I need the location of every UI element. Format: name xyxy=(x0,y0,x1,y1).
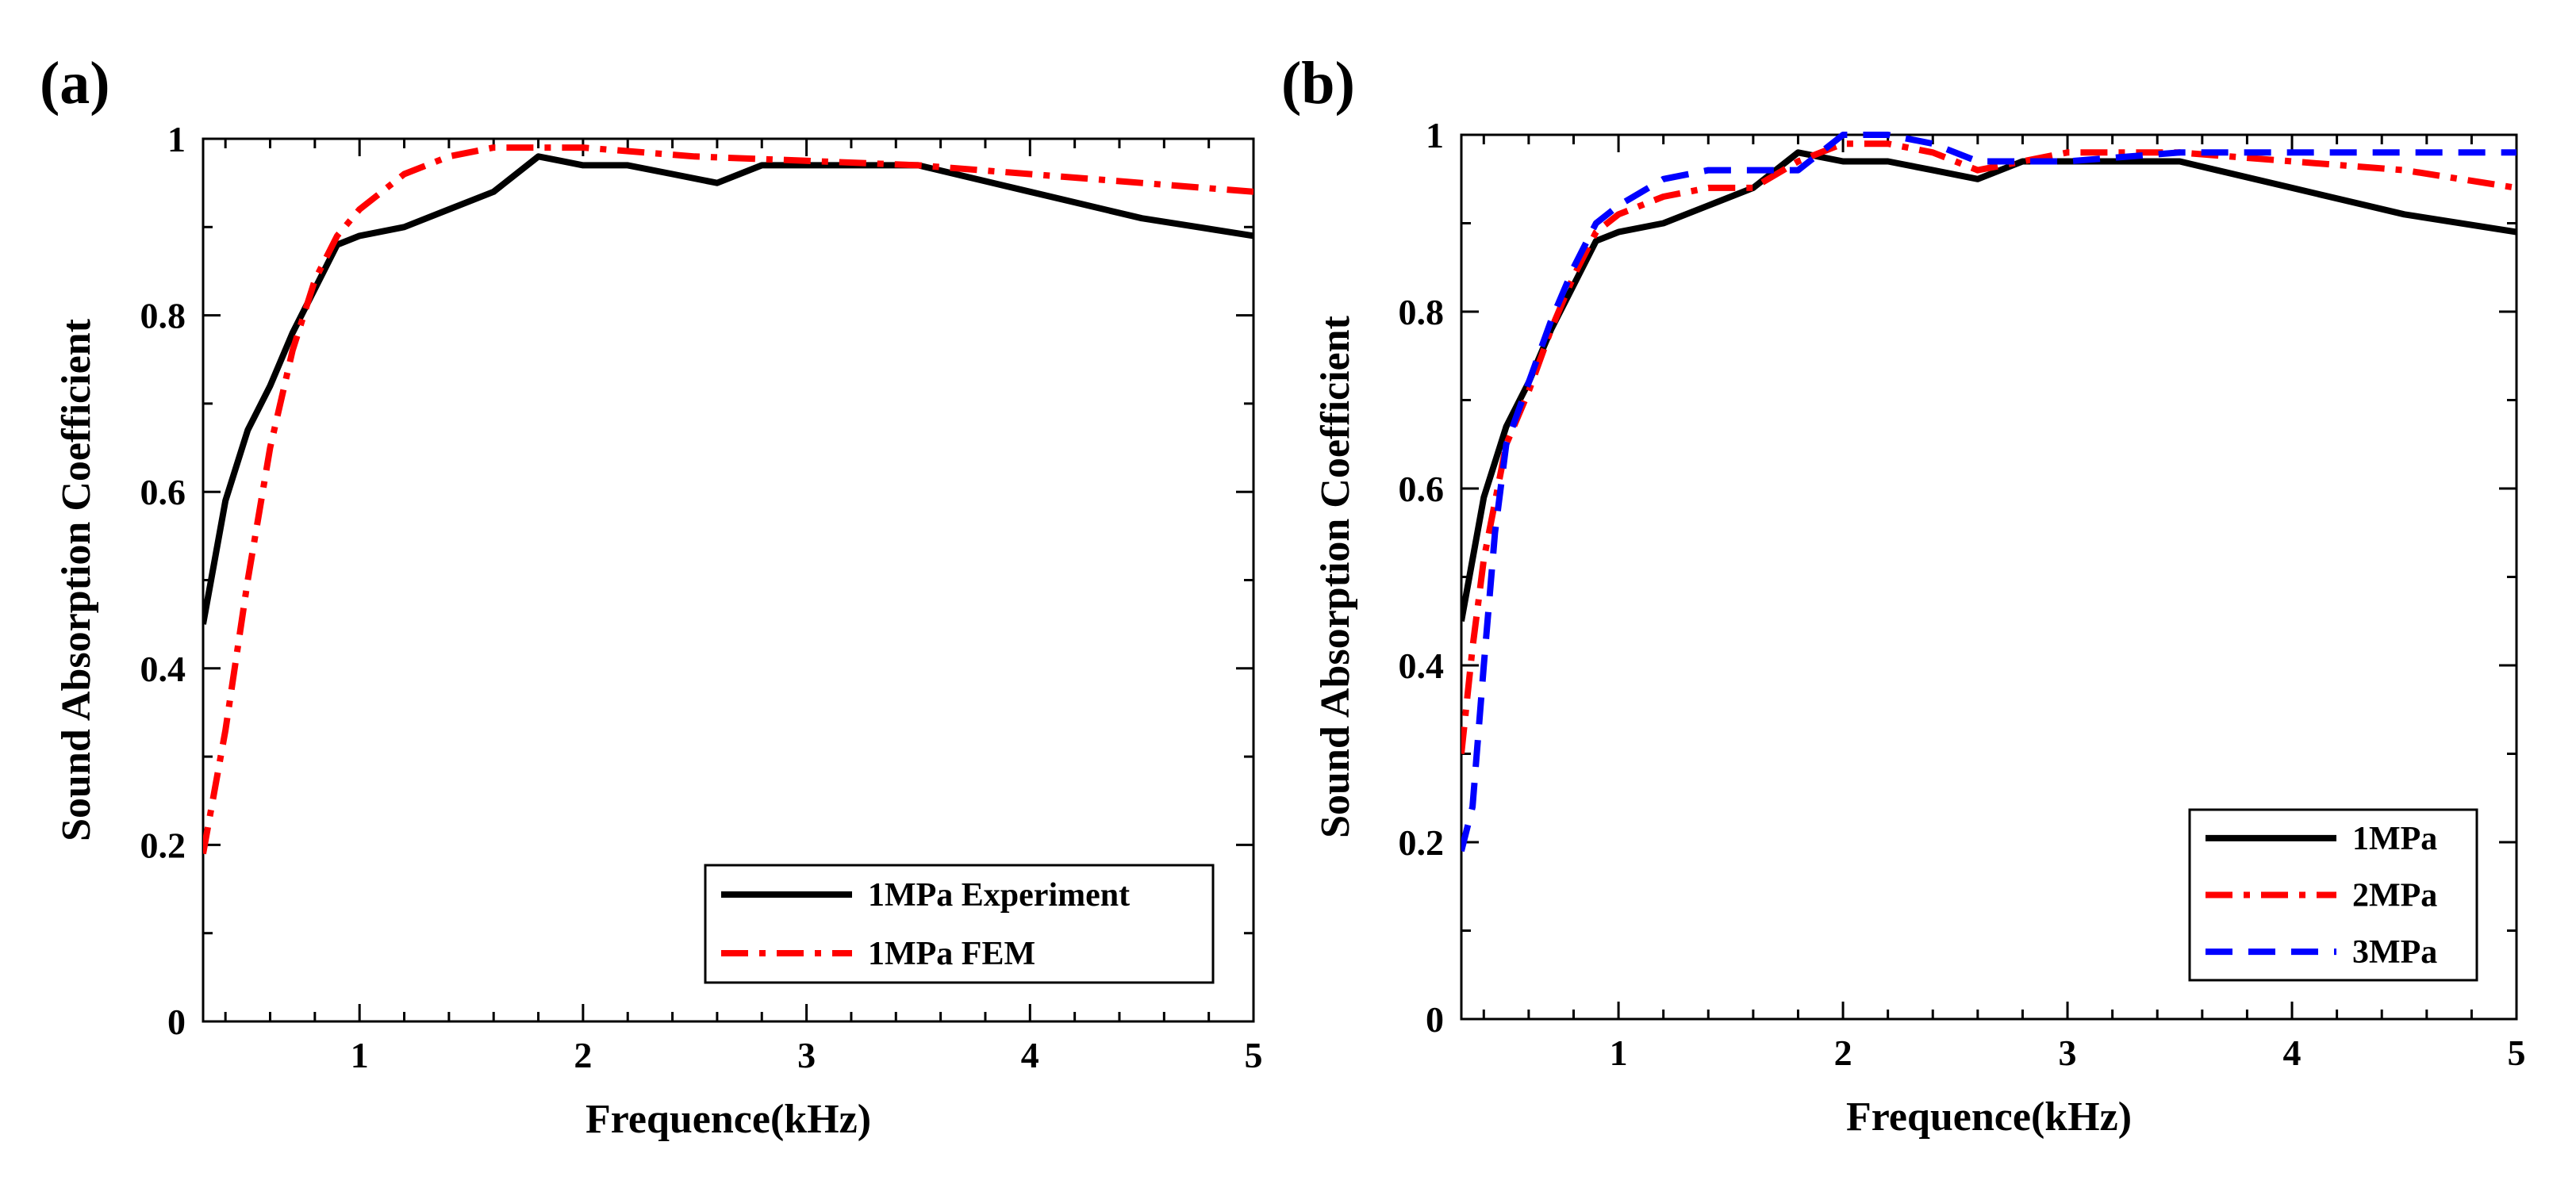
legend: 1MPa Experiment 1MPa FEM xyxy=(704,864,1215,984)
series-line-1mpa-fem xyxy=(203,144,1253,855)
panel-label: (b) xyxy=(1281,50,1355,117)
y-tick-label: 0 xyxy=(167,1002,186,1042)
x-tick-label: 4 xyxy=(2283,1033,2302,1073)
series-line-1mpa xyxy=(1461,149,2516,623)
y-axis-label: Sound Absorption Coefficient xyxy=(1313,315,1358,837)
x-tick-label: 1 xyxy=(1610,1033,1628,1073)
y-tick-label: 0.8 xyxy=(140,296,186,336)
y-tick-label: 1 xyxy=(1426,115,1444,155)
y-tick-label: 0.6 xyxy=(1399,469,1445,509)
x-tick-label: 4 xyxy=(1021,1035,1039,1075)
y-tick-label: 0 xyxy=(1426,999,1444,1040)
panel-a: (a) 1 2 3 4 5 0 0.2 0.4 0.6 0.8 1 Frequence(kHz) Soun… xyxy=(40,50,1263,1142)
y-tick-label: 0.4 xyxy=(140,649,186,689)
x-axis-label: Frequence(kHz) xyxy=(1846,1094,2132,1140)
x-tick-label: 3 xyxy=(2059,1033,2077,1073)
y-tick-label: 0.2 xyxy=(140,825,186,865)
legend-entry: 1MPa Experiment xyxy=(868,877,1130,914)
y-axis-label: Sound Absorption Coefficient xyxy=(54,318,99,841)
x-tick-label: 2 xyxy=(574,1035,592,1075)
x-tick-label: 3 xyxy=(797,1035,816,1075)
y-tick-label: 0.2 xyxy=(1399,822,1445,863)
panel-label: (a) xyxy=(40,50,110,117)
x-tick-label: 5 xyxy=(2508,1033,2526,1073)
x-tick-label: 1 xyxy=(351,1035,369,1075)
legend-entry: 2MPa xyxy=(2352,878,2437,914)
legend-entry: 1MPa FEM xyxy=(868,936,1035,972)
series-line-3mpa xyxy=(1461,132,2516,853)
y-tick-label: 0.8 xyxy=(1399,292,1445,332)
legend-box xyxy=(704,864,1215,984)
series-line-1mpa-experiment xyxy=(203,153,1253,625)
x-tick-label: 5 xyxy=(1245,1035,1263,1075)
legend-entry: 3MPa xyxy=(2352,934,2437,971)
x-tick-label: 2 xyxy=(1834,1033,1852,1073)
x-axis-label: Frequence(kHz) xyxy=(585,1097,871,1142)
y-tick-label: 0.6 xyxy=(140,472,186,512)
y-tick-label: 0.4 xyxy=(1399,646,1445,686)
legend: 1MPa 2MPa 3MPa xyxy=(2188,808,2478,982)
legend-entry: 1MPa xyxy=(2352,821,2437,857)
y-tick-label: 1 xyxy=(167,119,186,159)
series-line-2mpa xyxy=(1461,140,2516,754)
panel-b: (b) 1 2 3 4 5 0 0.2 0.4 0.6 0.8 1 Frequence(kHz) Soun… xyxy=(1281,50,2526,1140)
